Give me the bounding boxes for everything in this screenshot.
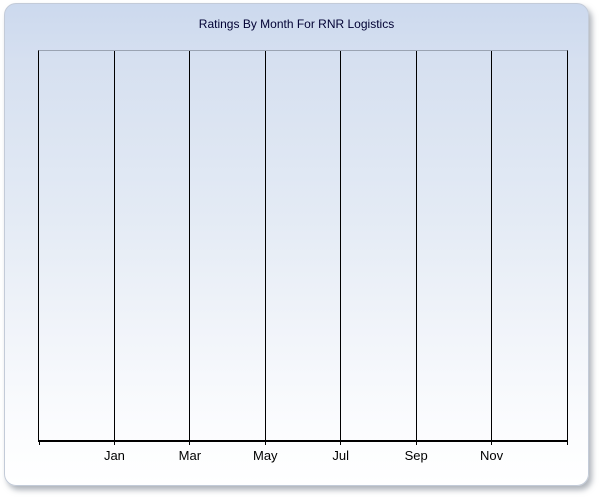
x-axis-tick — [340, 440, 342, 445]
x-axis-tick — [566, 440, 568, 445]
plot-area: Jan Mar May Jul Sep Nov — [38, 50, 568, 463]
x-tick-label: Jan — [103, 448, 125, 463]
x-tick-label: Mar — [178, 448, 202, 463]
x-axis-tick — [415, 440, 417, 445]
x-tick-label: Jul — [332, 448, 350, 463]
gridline — [189, 51, 191, 440]
gridline — [491, 51, 493, 440]
gridline — [264, 51, 266, 440]
gridline — [340, 51, 342, 440]
x-tick-label: Nov — [480, 448, 504, 463]
x-axis-tick — [113, 440, 115, 445]
gridline — [113, 51, 115, 440]
x-tick-label: May — [253, 448, 278, 463]
x-axis-tick — [38, 440, 40, 445]
x-axis-tick — [189, 440, 191, 445]
x-tick-label: Sep — [404, 448, 428, 463]
gridline — [415, 51, 417, 440]
chart-widget: Ratings By Month For RNR Logistics Jan Ma… — [4, 3, 589, 486]
x-axis-tick — [491, 440, 493, 445]
chart-title: Ratings By Month For RNR Logistics — [198, 17, 395, 31]
x-axis-tick — [264, 440, 266, 445]
